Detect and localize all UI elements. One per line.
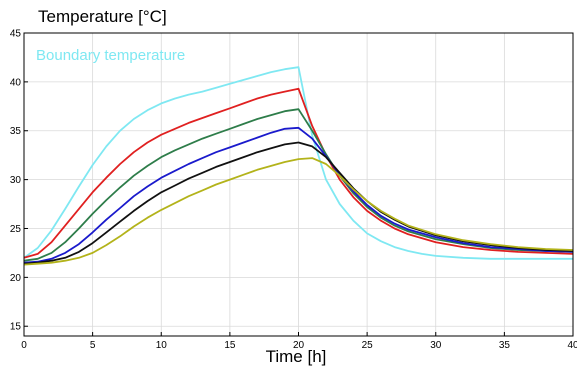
series-line-1 [23, 66, 573, 260]
series-line-3 [23, 108, 574, 262]
y-tick-label: 25 [10, 224, 22, 235]
x-axis-label: Time [h] [266, 347, 327, 366]
x-tick-label: 35 [499, 340, 511, 351]
plot-frame [23, 32, 574, 337]
series-line-4 [23, 126, 574, 264]
x-tick-label: 20 [293, 340, 305, 351]
series-group [23, 66, 574, 266]
tick-labels: 0 5 10 15 20 25 30 35 40 15 20 25 30 35 40 45 [10, 29, 577, 352]
series-line-2 [23, 87, 574, 259]
y-tick-label: 35 [10, 126, 22, 137]
x-tick-label: 0 [21, 340, 27, 351]
x-tick-label: 10 [156, 340, 168, 351]
y-tick-label: 30 [10, 175, 22, 186]
x-tick-label: 30 [430, 340, 442, 351]
x-tick-label: 5 [90, 340, 96, 351]
y-tick-label: 45 [10, 29, 22, 40]
x-tick-label: 40 [567, 340, 577, 351]
chart-title: Temperature [°C] [38, 7, 167, 26]
y-tick-label: 15 [10, 322, 22, 333]
grid [23, 32, 574, 336]
x-tick-label: 15 [224, 340, 236, 351]
y-tick-label: 40 [10, 77, 22, 88]
x-tick-label: 25 [362, 340, 374, 351]
series-line-6 [23, 157, 574, 266]
annotation-boundary-temperature: Boundary temperature [36, 47, 185, 64]
y-tick-label: 20 [10, 273, 22, 284]
